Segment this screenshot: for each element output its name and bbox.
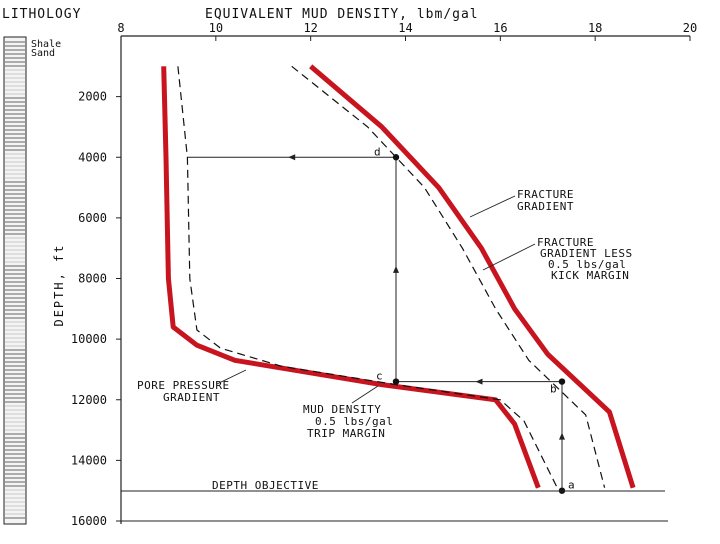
design-point-d: [392, 154, 400, 161]
y-tick-label: 6000: [78, 211, 107, 225]
series-line-mud-density-0-5-lbs-gal-trip-margin: [177, 66, 558, 488]
fracture-less-annotation: FRACTURE GRADIENT LESS 0.5 lbs/gal KICK …: [482, 236, 633, 282]
lithology-legend-shale: Shale: [31, 39, 61, 50]
annotation-line: GRADIENT: [517, 200, 574, 213]
annotation-line: PORE PRESSURE: [137, 379, 230, 392]
y-axis-label: DEPTH, ft: [52, 243, 66, 326]
x-tick-label: 14: [398, 21, 412, 35]
lithology-title: LITHOLOGY: [2, 7, 81, 22]
annotation-leader: [216, 369, 247, 385]
lithology-legend-sand: Sand: [31, 48, 55, 59]
design-point-label-b: b: [550, 383, 557, 396]
design-point-label-d: d: [374, 145, 381, 158]
annotation-line: 0.5 lbs/gal: [315, 415, 393, 428]
lithology-pattern: [5, 41, 25, 519]
series-line-pore-pressure-gradient: [161, 66, 541, 489]
annotation-line: MUD DENSITY: [303, 403, 381, 416]
annotation-leader: [351, 385, 379, 404]
design-path-arrow: [559, 432, 565, 440]
annotation-line: GRADIENT LESS: [540, 247, 633, 260]
y-tick-label: 2000: [78, 90, 107, 104]
axis-ticks: 8 10 12 14 16 18 20 2000 4000 6000 8000 10000 12000 1…: [71, 21, 697, 528]
x-tick-label: 8: [117, 21, 124, 35]
y-tick-label: 12000: [71, 393, 107, 407]
x-tick-label: 20: [683, 21, 697, 35]
design-point-c: [392, 378, 400, 385]
y-tick-label: 16000: [71, 514, 107, 528]
mud-density-annotation: MUD DENSITY 0.5 lbs/gal TRIP MARGIN: [303, 385, 393, 440]
annotation-line: 0.5 lbs/gal: [548, 258, 626, 271]
series-line-fracture-gradient-less-0-5-lbs-gal-kick-margin: [291, 65, 606, 488]
design-path-arrow: [393, 265, 399, 273]
x-tick-label: 16: [493, 21, 507, 35]
y-tick-label: 14000: [71, 453, 107, 467]
annotation-leader: [469, 195, 516, 218]
annotation-line: FRACTURE: [517, 188, 574, 201]
series-line-fracture-gradient: [309, 64, 636, 489]
y-tick-label: 4000: [78, 150, 107, 164]
design-path-arrow: [475, 378, 483, 385]
series-layer: [161, 64, 636, 489]
y-tick-label: 10000: [71, 332, 107, 346]
design-point-b: [558, 378, 566, 385]
y-tick-label: 8000: [78, 272, 107, 286]
annotation-line: TRIP MARGIN: [307, 427, 385, 440]
design-point-label-a: a: [568, 479, 575, 492]
x-tick-label: 18: [588, 21, 602, 35]
annotation-line: KICK MARGIN: [551, 269, 629, 282]
fracture-gradient-annotation: FRACTURE GRADIENT: [469, 188, 574, 218]
annotation-line: GRADIENT: [163, 391, 220, 404]
annotation-line: FRACTURE: [537, 236, 594, 249]
depth-objective-label: DEPTH OBJECTIVE: [212, 479, 319, 492]
annotation-leader: [482, 243, 536, 271]
pore-pressure-annotation: PORE PRESSURE GRADIENT: [137, 369, 247, 404]
design-path-arrow: [288, 154, 296, 161]
chart-title: EQUIVALENT MUD DENSITY, lbm/gal: [205, 7, 479, 22]
design-path-layer: a b c d: [187, 145, 575, 494]
design-point-label-c: c: [376, 370, 383, 383]
x-tick-label: 10: [209, 21, 223, 35]
x-tick-label: 12: [303, 21, 317, 35]
